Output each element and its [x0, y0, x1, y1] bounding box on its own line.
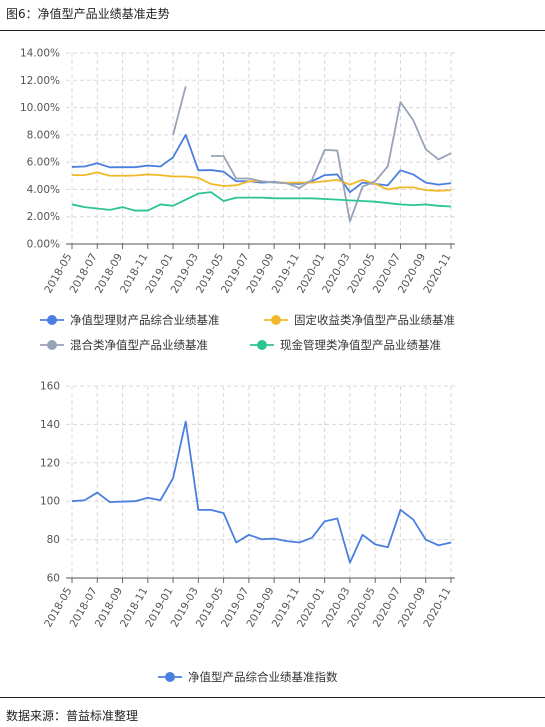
- y-tick-label: 6.00%: [27, 157, 60, 169]
- legend-item-2: 固定收益类净值型产品业绩基准: [264, 313, 455, 327]
- legend-marker: [47, 340, 57, 350]
- y-tick-label: 80: [47, 534, 60, 546]
- legend-item-1: 净值型产品综合业绩基准指数: [158, 670, 338, 684]
- y-tick-label: 160: [40, 381, 60, 393]
- series-line-1: [71, 133, 452, 194]
- legend-label: 净值型产品综合业绩基准指数: [188, 670, 338, 684]
- bottom-rule: [0, 697, 545, 698]
- y-tick-label: 4.00%: [27, 184, 60, 196]
- data-source: 数据来源：普益标准整理: [6, 709, 139, 723]
- top-rule: [0, 30, 545, 31]
- legend-marker: [257, 340, 267, 350]
- series-line-1: [71, 420, 452, 564]
- y-tick-label: 10.00%: [20, 102, 60, 114]
- chart-benchmark-index: 60801001201401602018-052018-072018-09201…: [40, 381, 455, 684]
- y-tick-label: 140: [40, 419, 60, 431]
- legend-label: 净值型理财产品综合业绩基准: [70, 313, 220, 327]
- y-tick-label: 2.00%: [27, 211, 60, 223]
- legend-marker: [47, 315, 57, 325]
- y-tick-label: 8.00%: [27, 129, 60, 141]
- series-line-3: [172, 86, 187, 136]
- legend-item-4: 现金管理类净值型产品业绩基准: [250, 338, 441, 352]
- legend-item-1: 净值型理财产品综合业绩基准: [40, 313, 220, 327]
- legend-label: 混合类净值型产品业绩基准: [70, 338, 208, 352]
- y-tick-label: 14.00%: [20, 48, 60, 60]
- y-tick-label: 60: [47, 573, 60, 585]
- y-tick-label: 0.00%: [27, 239, 60, 251]
- legend-marker: [271, 315, 281, 325]
- series-line-4: [71, 191, 452, 212]
- figure-title: 图6：净值型产品业绩基准走势: [6, 7, 170, 21]
- y-tick-label: 100: [40, 496, 60, 508]
- legend-item-3: 混合类净值型产品业绩基准: [40, 338, 208, 352]
- y-tick-label: 12.00%: [20, 75, 60, 87]
- y-tick-label: 120: [40, 457, 60, 469]
- chart-benchmark-rates: 0.00% 2.00% 4.00% 6.00% 8.00% 10.00% 12.00% 14.…: [20, 48, 455, 352]
- legend-marker: [165, 672, 175, 682]
- legend-label: 固定收益类净值型产品业绩基准: [294, 313, 455, 327]
- legend-label: 现金管理类净值型产品业绩基准: [280, 338, 441, 352]
- series-line-3: [210, 101, 452, 223]
